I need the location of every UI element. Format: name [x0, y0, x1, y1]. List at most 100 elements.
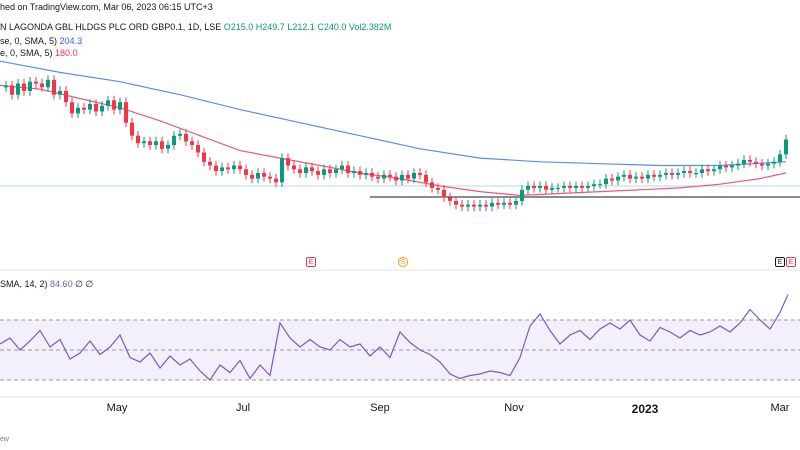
- ma-long-line: [0, 60, 787, 167]
- candle-body: [652, 174, 656, 177]
- rsi-legend[interactable]: SMA, 14, 2) 84.60 ∅ ∅: [0, 279, 93, 290]
- candle-body: [724, 165, 728, 168]
- earnings-event-label: E: [308, 259, 314, 266]
- candle-body: [628, 174, 632, 179]
- candle-body: [34, 81, 38, 84]
- candle-body: [754, 161, 758, 164]
- candle-body: [310, 167, 314, 172]
- candle-body: [274, 178, 278, 183]
- x-tick-label: 2023: [631, 402, 659, 416]
- candle-body: [568, 186, 572, 188]
- candle-body: [280, 158, 284, 183]
- rsi-label: SMA, 14, 2): [0, 279, 48, 289]
- candle-body: [28, 81, 32, 91]
- candle-body: [424, 174, 428, 183]
- candle-body: [406, 174, 410, 179]
- earnings-event-label: E: [788, 259, 794, 266]
- candle-body: [52, 79, 56, 95]
- split-event-icon[interactable]: S: [398, 257, 408, 267]
- candle-body: [130, 122, 134, 136]
- published-line: hed on TradingView.com, Mar 06, 2023 06:…: [0, 2, 213, 12]
- candle-body: [358, 171, 362, 175]
- ma-short-label: e, 0, SMA, 5): [0, 48, 53, 58]
- candle-body: [202, 152, 206, 162]
- candle-body: [16, 83, 20, 95]
- ma-short-legend[interactable]: e, 0, SMA, 5) 180.0: [0, 48, 78, 58]
- ma-long-legend[interactable]: se, 0, SMA, 5) 204.3: [0, 36, 82, 46]
- candle-body: [250, 174, 254, 179]
- symbol-title: N LAGONDA GBL HLDGS PLC ORD GBP0.1, 1D, …: [0, 22, 222, 32]
- candle-body: [136, 135, 140, 144]
- ma-short-value: 180.0: [55, 48, 78, 58]
- candle-body: [88, 104, 92, 110]
- candle-body: [328, 169, 332, 173]
- candle-body: [322, 169, 326, 175]
- ma-long-value: 204.3: [59, 36, 83, 46]
- candle-body: [412, 173, 416, 179]
- candle-body: [502, 202, 506, 205]
- candle-body: [316, 171, 320, 175]
- candle-body: [232, 165, 236, 170]
- candle-body: [124, 102, 128, 123]
- candle-body: [598, 184, 602, 186]
- earnings-event-icon[interactable]: E: [775, 257, 785, 267]
- candle-body: [706, 169, 710, 172]
- earnings-event-label: E: [777, 259, 783, 266]
- earnings-event-icon[interactable]: E: [786, 257, 796, 267]
- x-tick-label: Sep: [370, 402, 390, 414]
- candle-body: [604, 178, 608, 185]
- candle-body: [76, 107, 80, 114]
- candle-body: [256, 173, 260, 179]
- candle-body: [454, 201, 458, 205]
- candle-body: [562, 186, 566, 188]
- footer-text: ew: [0, 436, 9, 443]
- candle-body: [10, 85, 14, 95]
- candle-body: [676, 173, 680, 175]
- earnings-event-icon[interactable]: E: [306, 257, 316, 267]
- candle-body: [220, 167, 224, 172]
- candle-body: [712, 169, 716, 172]
- ma-long-label: se, 0, SMA, 5): [0, 36, 58, 46]
- candle-body: [154, 141, 158, 145]
- candle-body: [472, 204, 476, 207]
- candle-body: [664, 173, 668, 175]
- candle-body: [94, 104, 98, 112]
- candle-body: [748, 160, 752, 162]
- candle-body: [418, 173, 422, 175]
- candle-body: [46, 79, 50, 88]
- candle-body: [700, 169, 704, 173]
- candle-body: [736, 163, 740, 166]
- candle-body: [532, 186, 536, 188]
- candle-body: [376, 176, 380, 179]
- candle-body: [190, 141, 194, 145]
- candle-body: [538, 186, 542, 188]
- rsi-extra: ∅ ∅: [75, 279, 94, 289]
- candle-body: [238, 165, 242, 170]
- candle-body: [646, 174, 650, 179]
- candle-body: [592, 184, 596, 187]
- candle-body: [682, 171, 686, 173]
- candle-body: [214, 165, 218, 172]
- candle-body: [484, 204, 488, 207]
- candle-body: [208, 161, 212, 166]
- candle-body: [82, 107, 86, 110]
- candle-body: [640, 176, 644, 179]
- candle-body: [22, 83, 26, 91]
- symbol-title-line: N LAGONDA GBL HLDGS PLC ORD GBP0.1, 1D, …: [0, 22, 391, 32]
- candle-body: [622, 174, 626, 177]
- candle-body: [106, 100, 110, 106]
- candle-body: [286, 158, 290, 166]
- candle-body: [448, 197, 452, 201]
- rsi-panel: [0, 294, 800, 381]
- candle-body: [304, 167, 308, 173]
- candle-body: [760, 163, 764, 166]
- candle-body: [40, 83, 44, 88]
- rsi-line: [0, 294, 789, 381]
- candle-body: [658, 174, 662, 177]
- grid-lines: [0, 185, 800, 398]
- candle-body: [370, 173, 374, 177]
- candle-body: [172, 135, 176, 145]
- candle-body: [556, 187, 560, 189]
- candle-body: [352, 171, 356, 173]
